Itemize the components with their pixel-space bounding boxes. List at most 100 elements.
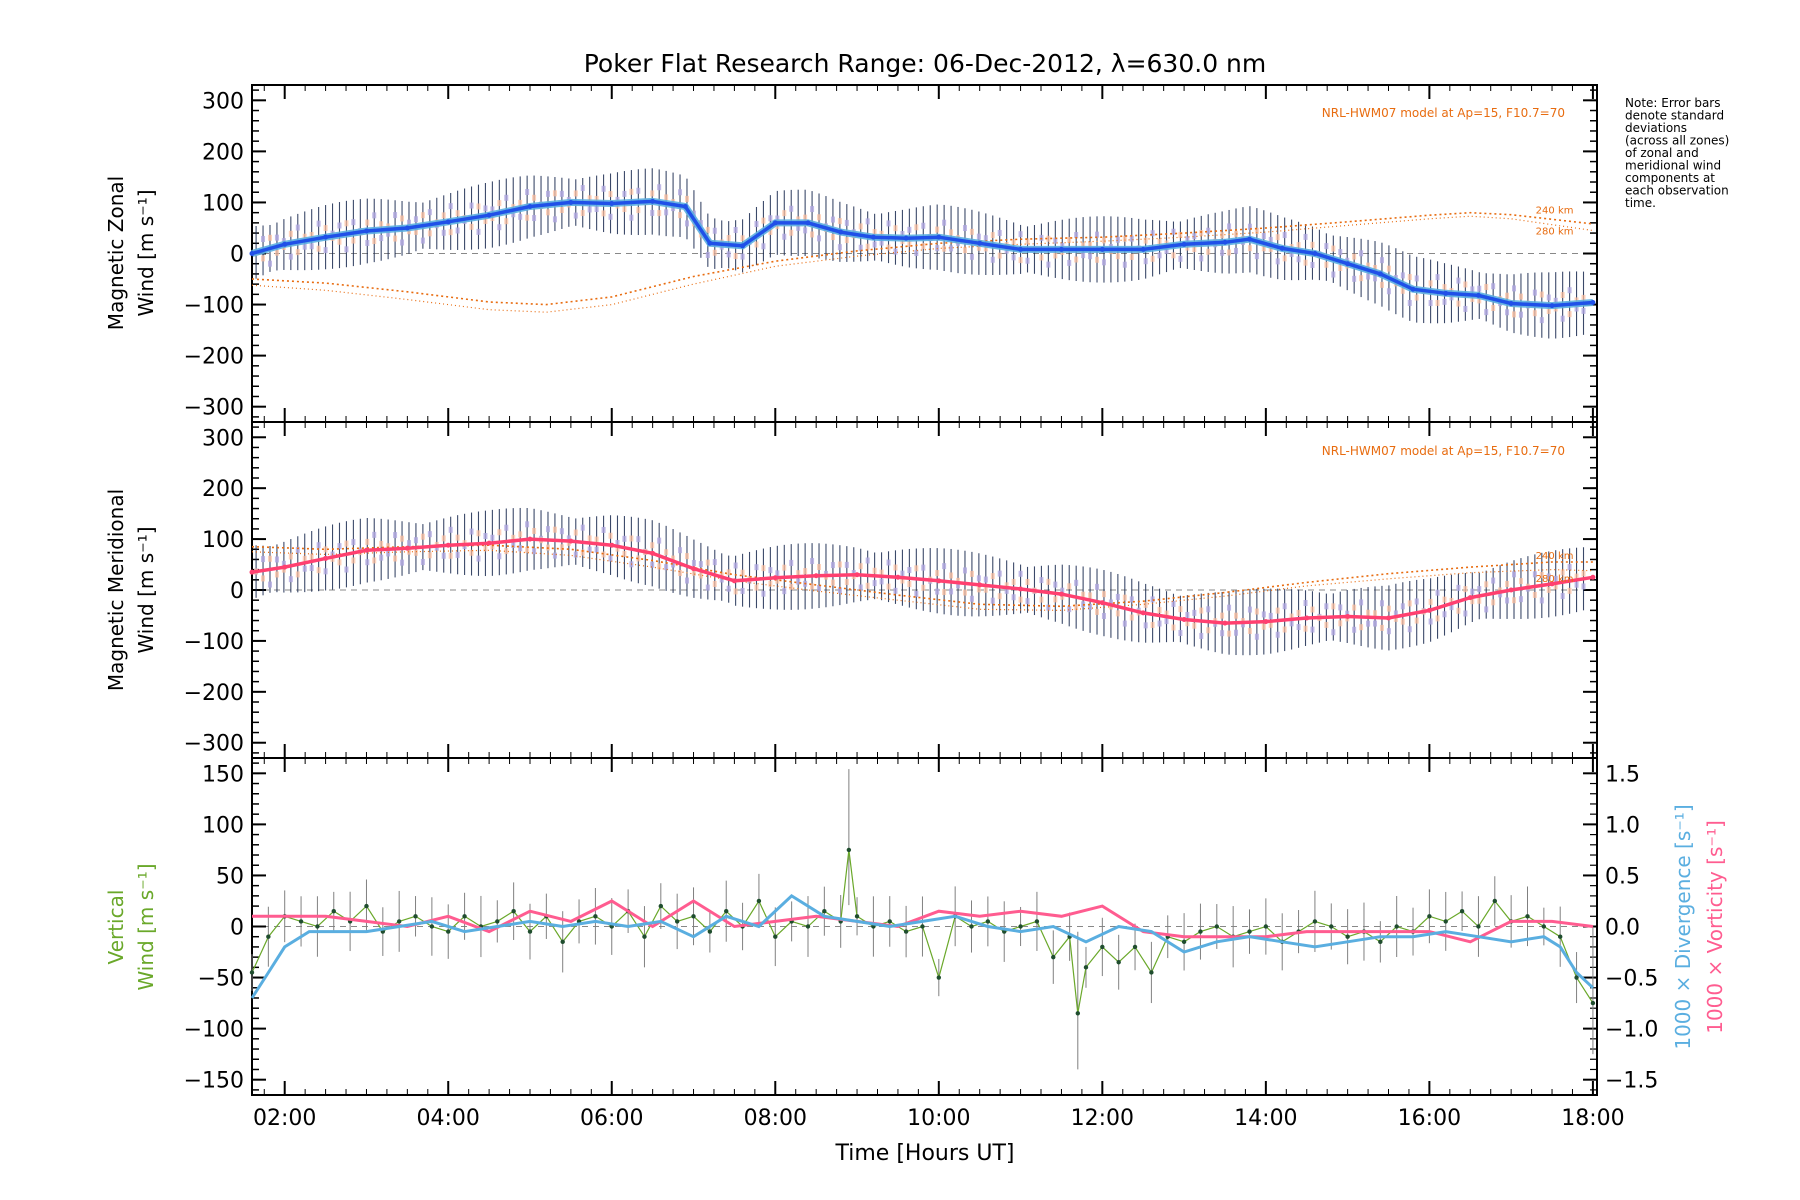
mean-wind-point — [903, 235, 909, 241]
vertical-wind-point — [1083, 965, 1089, 970]
zone-sample — [1400, 287, 1405, 294]
mean-wind-point — [249, 569, 255, 575]
vertical-ylabel-line1: Vertical — [104, 890, 128, 965]
model-280km-label: 280 km — [1536, 574, 1574, 585]
zone-sample — [1546, 294, 1551, 301]
zone-sample — [1115, 593, 1120, 600]
mean-wind-point — [363, 547, 369, 553]
zone-sample — [1539, 571, 1544, 578]
vertical-wind-point — [1312, 919, 1318, 924]
vertical-wind-point — [413, 914, 418, 919]
zone-sample — [1060, 593, 1065, 600]
zone-sample — [657, 563, 662, 570]
zone-sample — [1115, 253, 1120, 260]
zone-sample — [1435, 299, 1440, 306]
zone-sample — [1025, 257, 1030, 264]
y-tick-label: 100 — [202, 528, 244, 553]
zone-sample — [935, 570, 940, 577]
zone-sample — [622, 206, 627, 213]
zone-sample — [914, 249, 919, 256]
zone-sample — [1477, 297, 1482, 304]
zone-sample — [900, 230, 905, 237]
y-right-tick-label: 1.5 — [1605, 762, 1640, 787]
mean-wind-point — [1345, 261, 1351, 267]
zone-sample — [365, 559, 370, 566]
zone-sample — [518, 545, 523, 552]
zone-sample — [1095, 231, 1100, 238]
zone-sample — [386, 543, 391, 550]
mean-wind-point — [249, 251, 255, 256]
zone-sample — [476, 203, 481, 210]
zone-sample — [1546, 307, 1551, 314]
zone-sample — [657, 537, 662, 544]
zone-sample — [997, 252, 1002, 259]
mean-wind-point — [609, 542, 615, 548]
y-tick-label: −100 — [184, 630, 244, 655]
vertical-wind-point — [822, 908, 827, 914]
zone-sample — [1553, 297, 1558, 304]
zone-sample — [1289, 613, 1294, 620]
zone-sample — [601, 185, 606, 192]
zone-sample — [810, 558, 815, 565]
zone-sample — [1400, 272, 1405, 279]
mean-wind-point — [1443, 290, 1449, 296]
zone-sample — [1532, 591, 1537, 598]
mean-wind-line — [251, 199, 1594, 308]
zone-sample — [351, 237, 356, 244]
model-280km-label: 280 km — [1536, 226, 1574, 237]
zone-sample — [837, 218, 842, 225]
x-tick-label: 02:00 — [253, 1106, 316, 1131]
mean-wind-point — [1508, 587, 1514, 593]
y-tick-label: −150 — [184, 1069, 244, 1094]
zone-sample — [1282, 603, 1287, 610]
zone-sample — [830, 562, 835, 569]
x-axis-label: Time [Hours UT] — [835, 1141, 1015, 1166]
zone-sample — [684, 577, 689, 584]
y-tick-label: −100 — [184, 1018, 244, 1043]
zone-sample — [817, 564, 822, 571]
mean-wind-point — [772, 575, 778, 581]
zonal-ylabel-line1: Magnetic Zonal — [104, 176, 128, 330]
zone-sample — [1435, 589, 1440, 596]
zone-sample — [1484, 581, 1489, 588]
zone-sample — [427, 230, 432, 237]
mean-wind-point — [1345, 613, 1351, 619]
divergence-ylabel: 1000 × Divergence [s⁻¹] — [1671, 804, 1695, 1049]
vertical-wind-point — [903, 929, 909, 934]
zone-sample — [942, 563, 947, 570]
zone-sample — [1234, 247, 1239, 254]
mean-wind-point — [363, 228, 369, 234]
zone-sample — [942, 245, 947, 252]
zone-sample — [1060, 587, 1065, 594]
mean-wind-point — [282, 564, 288, 570]
zone-sample — [1477, 597, 1482, 604]
zone-sample — [1560, 315, 1565, 322]
zone-sample — [1275, 258, 1280, 265]
zone-sample — [1268, 621, 1273, 628]
vertical-wind-point — [1427, 914, 1432, 919]
zone-sample — [858, 563, 863, 570]
zone-sample — [261, 255, 266, 262]
zone-sample — [1171, 600, 1176, 607]
zone-sample — [483, 205, 488, 212]
vertical-wind-point — [1018, 924, 1023, 929]
zone-sample — [740, 569, 745, 576]
zone-sample — [483, 545, 488, 552]
mean-wind-point — [854, 572, 860, 578]
zone-sample — [1359, 275, 1364, 282]
zone-sample — [1331, 271, 1336, 278]
zone-sample — [914, 590, 919, 597]
mean-wind-point — [1140, 610, 1146, 616]
zone-sample — [545, 526, 550, 533]
zone-sample — [684, 220, 689, 227]
zone-sample — [497, 529, 502, 536]
zone-sample — [1220, 630, 1225, 637]
zone-sample — [608, 532, 613, 539]
zone-sample — [1046, 235, 1051, 242]
zone-sample — [511, 534, 516, 541]
zonal-model-label: NRL-HWM07 model at Ap=15, F10.7=70 — [1322, 106, 1565, 120]
zone-sample — [601, 526, 606, 533]
zone-sample — [844, 219, 849, 226]
zone-sample — [344, 566, 349, 573]
zone-sample — [858, 244, 863, 251]
